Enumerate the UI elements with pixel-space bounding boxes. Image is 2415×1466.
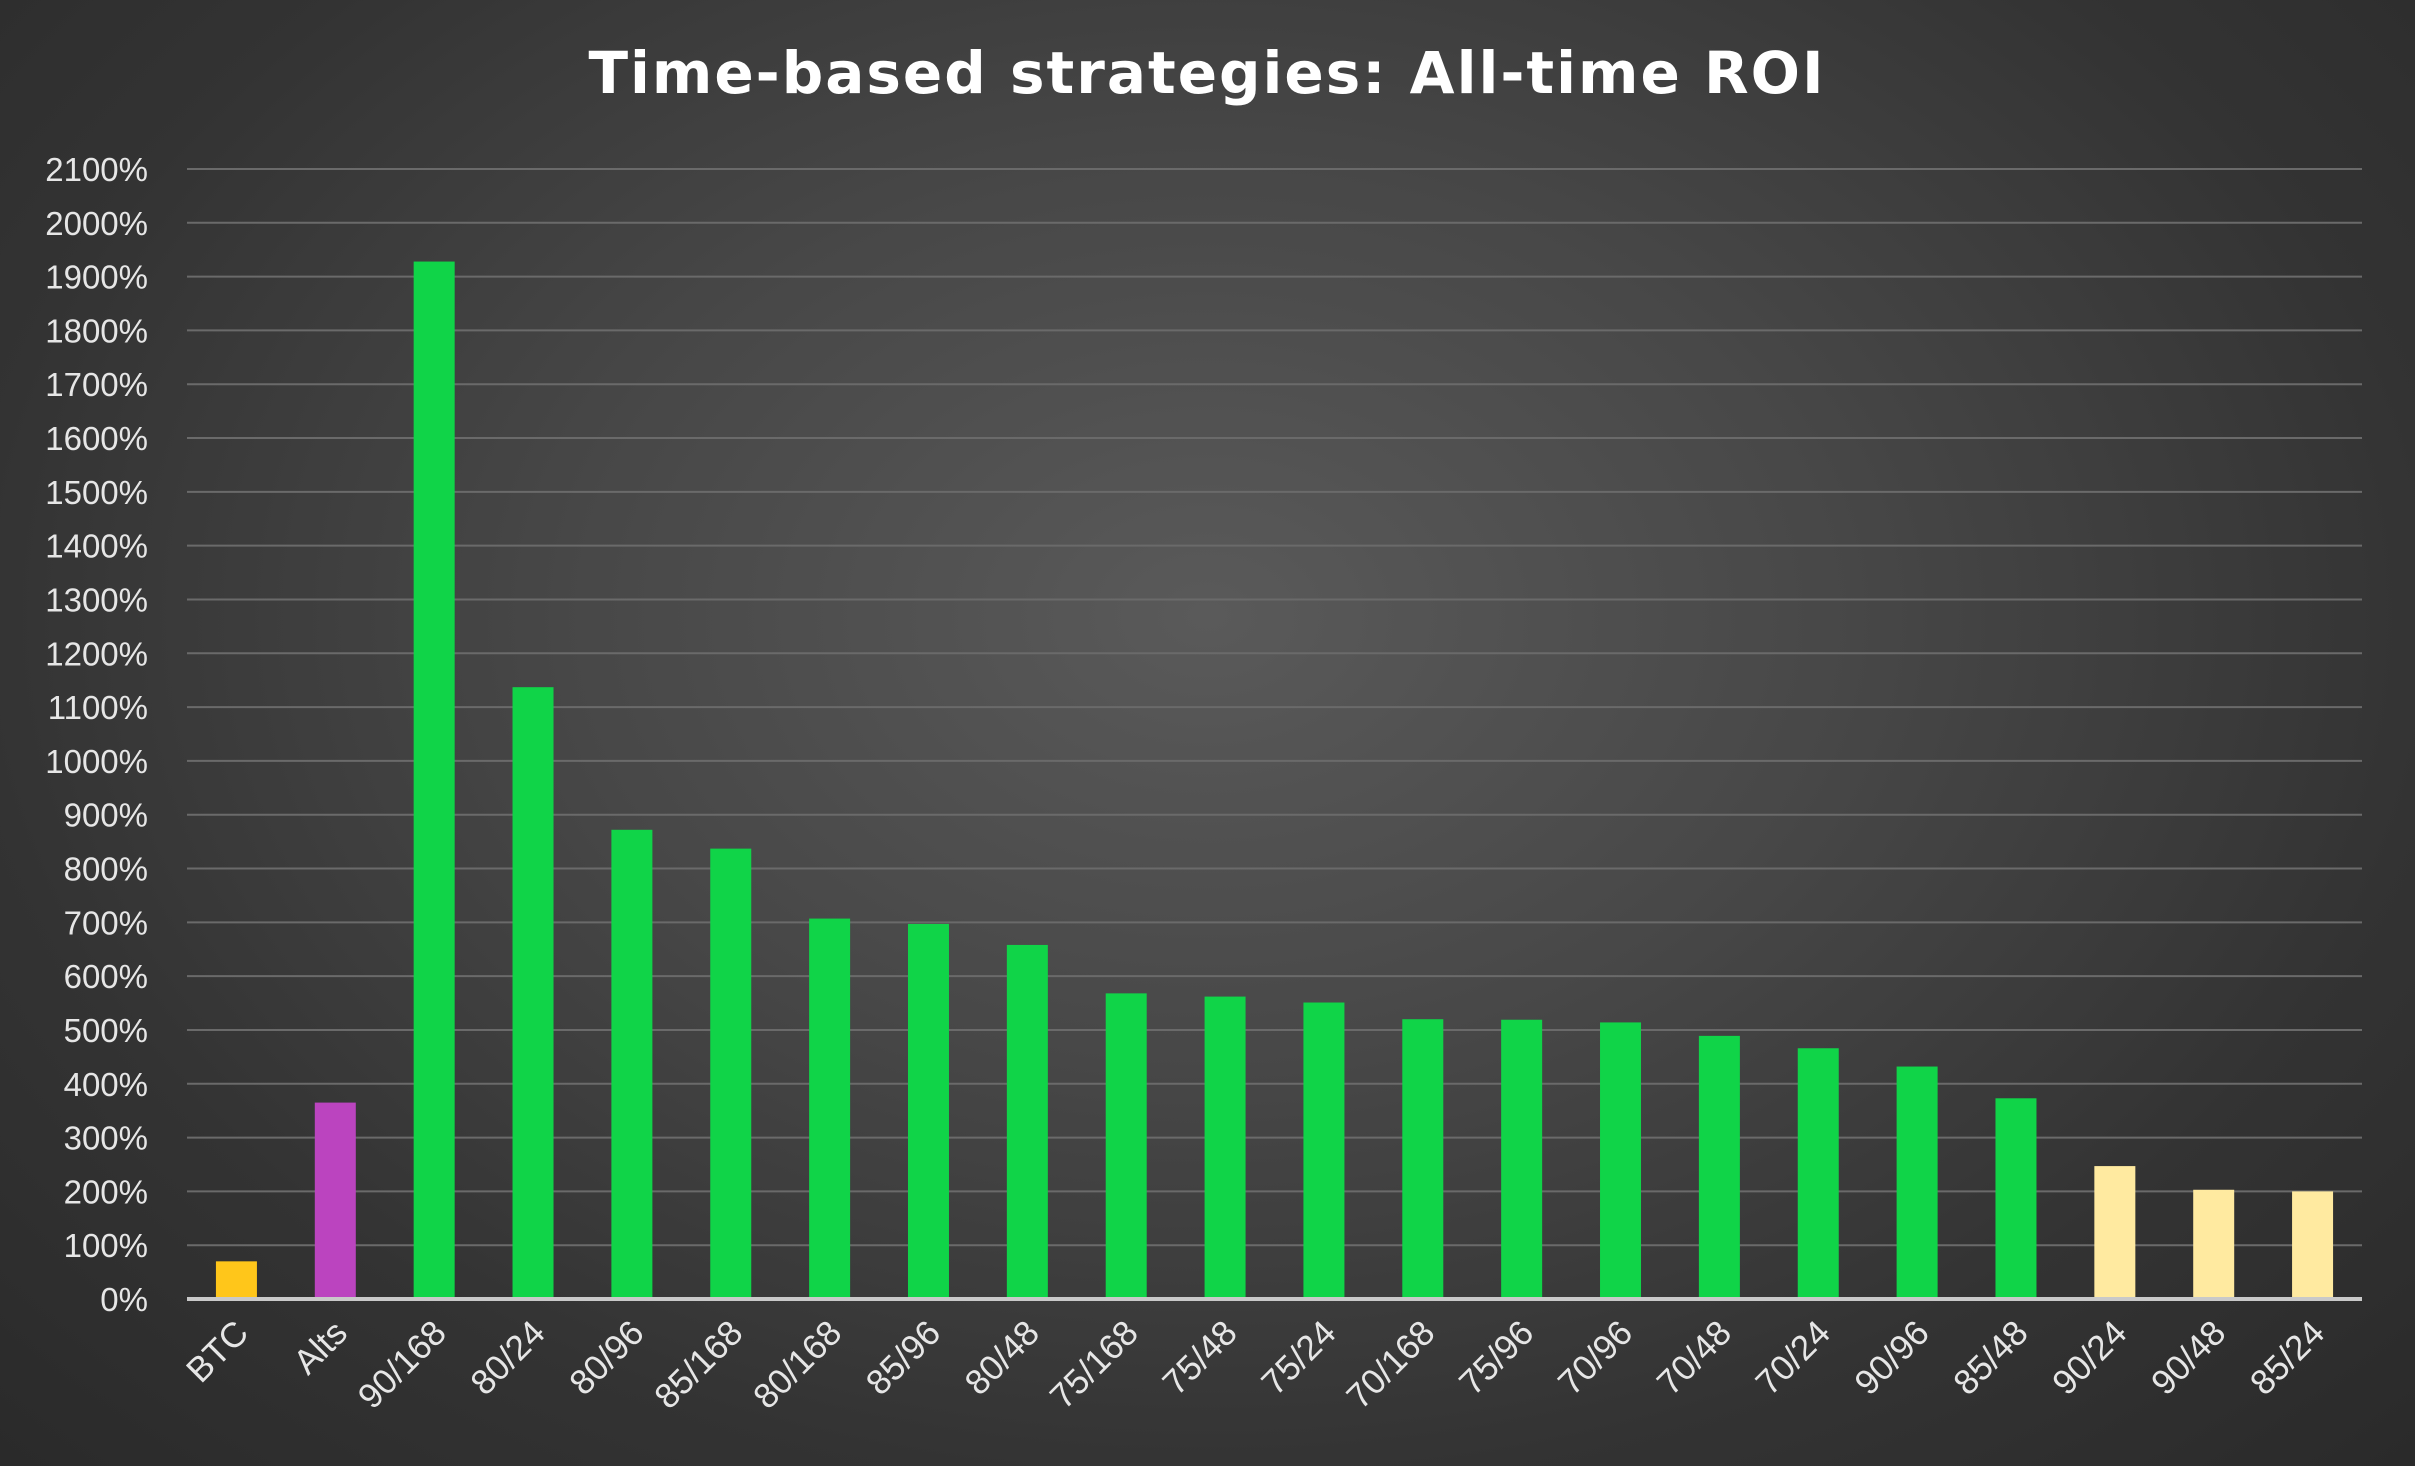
x-tick-label: 85/168 — [647, 1313, 750, 1416]
x-tick-label: 75/24 — [1254, 1313, 1344, 1403]
bar-75-48 — [1204, 996, 1246, 1299]
bar-70-24 — [1797, 1048, 1839, 1299]
y-tick-label: 800% — [64, 851, 148, 888]
y-tick-label: 1000% — [45, 743, 148, 780]
x-tick-label: 70/168 — [1339, 1313, 1442, 1416]
x-tick-label: 70/24 — [1748, 1313, 1838, 1403]
y-tick-label: 1500% — [45, 474, 148, 511]
x-tick-label: 85/48 — [1946, 1313, 2036, 1403]
x-tick-label: 90/168 — [351, 1313, 454, 1416]
y-tick-label: 2100% — [45, 151, 148, 188]
bar-90-168 — [413, 261, 455, 1299]
y-axis-ticks: 0% 100% 200% 300% 400% 500% 600% 700% 800% 900% 10… — [45, 151, 148, 1318]
bar-80-48 — [1006, 944, 1048, 1299]
bar-80-96 — [611, 829, 653, 1299]
y-tick-label: 100% — [64, 1227, 148, 1264]
y-tick-label: 1300% — [45, 581, 148, 618]
bar-85-96 — [907, 923, 949, 1299]
bar-90-24 — [2094, 1166, 2136, 1299]
y-tick-label: 1100% — [48, 689, 148, 726]
bar-alts — [314, 1102, 356, 1299]
x-tick-label: 75/96 — [1452, 1313, 1542, 1403]
y-tick-label: 200% — [64, 1173, 148, 1210]
y-tick-label: 900% — [64, 797, 148, 834]
y-tick-label: 2000% — [45, 205, 148, 242]
bars — [215, 261, 2334, 1299]
y-tick-label: 400% — [64, 1066, 148, 1103]
x-tick-label: 85/24 — [2243, 1313, 2333, 1403]
x-tick-label: 70/96 — [1551, 1313, 1641, 1403]
y-tick-label: 500% — [64, 1012, 148, 1049]
bar-85-48 — [1995, 1098, 2037, 1299]
y-tick-label: 1600% — [45, 420, 148, 457]
y-tick-label: 700% — [64, 904, 148, 941]
bar-80-168 — [809, 918, 851, 1299]
x-tick-label: 90/48 — [2144, 1313, 2234, 1403]
x-tick-label: BTC — [179, 1313, 256, 1390]
x-tick-label: 80/96 — [562, 1313, 652, 1403]
y-tick-label: 300% — [64, 1120, 148, 1157]
y-tick-label: 600% — [64, 958, 148, 995]
x-tick-label: 80/48 — [957, 1313, 1047, 1403]
y-tick-label: 0% — [100, 1281, 148, 1318]
bar-75-24 — [1303, 1002, 1345, 1299]
bar-70-168 — [1402, 1019, 1444, 1299]
y-tick-label: 1400% — [45, 528, 148, 565]
y-tick-label: 1700% — [45, 366, 148, 403]
x-tick-label: 80/168 — [746, 1313, 849, 1416]
x-tick-label: 75/48 — [1155, 1313, 1245, 1403]
bar-90-48 — [2193, 1189, 2235, 1299]
y-tick-label: 1800% — [45, 312, 148, 349]
bar-75-168 — [1105, 993, 1147, 1299]
chart-title: Time-based strategies: All-time ROI — [588, 39, 1825, 107]
x-tick-label: Alts — [286, 1313, 355, 1382]
x-tick-label: 90/24 — [2045, 1313, 2135, 1403]
bar-85-168 — [710, 848, 752, 1299]
x-tick-label: 90/96 — [1847, 1313, 1937, 1403]
bar-btc — [215, 1261, 257, 1299]
bar-80-24 — [512, 687, 554, 1299]
bar-75-96 — [1501, 1019, 1543, 1299]
bar-90-96 — [1896, 1066, 1938, 1299]
x-tick-label: 85/96 — [859, 1313, 949, 1403]
y-tick-label: 1900% — [45, 259, 148, 296]
bar-85-24 — [2292, 1191, 2334, 1299]
x-tick-label: 80/24 — [463, 1313, 553, 1403]
x-tick-label: 70/48 — [1650, 1313, 1740, 1403]
y-tick-label: 1200% — [45, 635, 148, 672]
bar-70-96 — [1600, 1022, 1642, 1299]
x-tick-label: 75/168 — [1043, 1313, 1146, 1416]
bar-70-48 — [1698, 1035, 1740, 1299]
